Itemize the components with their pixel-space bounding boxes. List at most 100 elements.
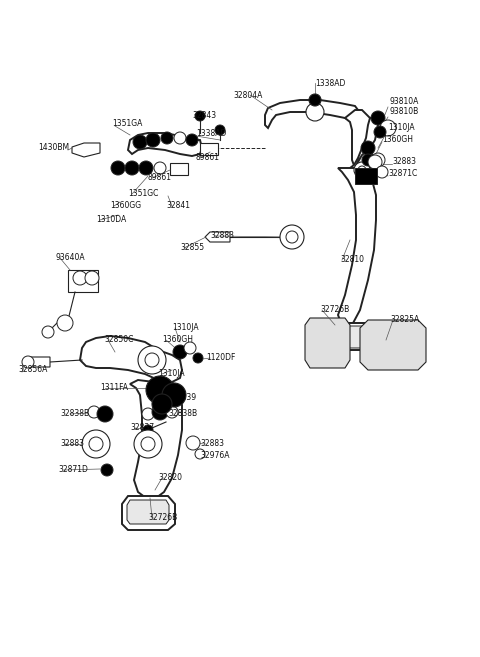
Bar [68,270,98,292]
Text: 1310JA: 1310JA [172,323,199,332]
Polygon shape [122,496,175,530]
Circle shape [361,141,375,155]
Text: 32855: 32855 [180,244,204,252]
Circle shape [22,356,34,368]
Text: 32856A: 32856A [18,365,48,374]
Circle shape [195,449,205,459]
Circle shape [101,464,113,476]
Circle shape [141,437,155,451]
Circle shape [42,326,54,338]
Text: 93640A: 93640A [56,254,85,263]
Text: 32883: 32883 [200,440,224,449]
Polygon shape [128,133,202,156]
Circle shape [354,162,370,178]
Circle shape [97,406,113,422]
Circle shape [146,133,160,147]
Text: 1310JA: 1310JA [158,369,185,378]
Circle shape [186,436,200,450]
Text: 32843: 32843 [192,112,216,120]
Circle shape [139,161,153,175]
Text: 32838B: 32838B [60,409,89,419]
Circle shape [125,161,139,175]
Polygon shape [130,380,182,498]
Polygon shape [330,326,370,348]
Circle shape [162,383,186,407]
Circle shape [152,404,168,420]
Circle shape [88,406,100,418]
Circle shape [143,425,153,435]
Bar [200,143,218,155]
Text: 1338AD: 1338AD [315,78,346,87]
Text: 32837: 32837 [130,424,154,432]
Circle shape [82,430,110,458]
Text: 32838B: 32838B [168,409,197,419]
Text: 32820: 32820 [158,474,182,482]
Text: 1360GH: 1360GH [162,336,193,344]
Circle shape [371,111,385,125]
Polygon shape [265,100,358,128]
Circle shape [154,162,166,174]
Circle shape [376,166,388,178]
Circle shape [85,271,99,285]
Circle shape [368,155,382,169]
Text: 1120DF: 1120DF [206,353,235,363]
Circle shape [166,406,178,418]
Circle shape [362,154,374,166]
Circle shape [380,120,396,136]
Text: 89861: 89861 [148,173,172,183]
Text: 32810: 32810 [340,256,364,265]
Text: 32839: 32839 [172,394,196,403]
Circle shape [186,134,198,146]
Circle shape [371,153,385,167]
Circle shape [142,408,154,420]
Text: 32850C: 32850C [104,336,133,344]
Bar [355,168,377,184]
Circle shape [309,94,321,106]
Text: 1310DA: 1310DA [96,215,126,225]
Circle shape [195,111,205,121]
Circle shape [152,394,172,414]
Polygon shape [80,336,182,382]
Polygon shape [345,110,372,172]
Text: 89861: 89861 [196,154,220,162]
Text: 32883: 32883 [392,158,416,166]
Circle shape [146,376,174,404]
Text: 93810A: 93810A [390,97,420,106]
Circle shape [174,132,186,144]
Bar [170,163,188,175]
Polygon shape [26,357,50,367]
Polygon shape [325,323,375,350]
Text: 1351GC: 1351GC [128,189,158,198]
Text: 1360GH: 1360GH [382,135,413,145]
Polygon shape [305,318,350,368]
Polygon shape [72,143,100,157]
Circle shape [73,271,87,285]
Circle shape [173,345,187,359]
Circle shape [286,231,298,243]
Polygon shape [127,500,169,524]
Polygon shape [350,118,378,168]
Circle shape [306,103,324,121]
Text: 32804A: 32804A [233,91,263,99]
Polygon shape [205,232,230,242]
Text: 1351GA: 1351GA [112,120,143,129]
Text: 32883: 32883 [210,231,234,240]
Circle shape [134,430,162,458]
Text: 32871D: 32871D [58,466,88,474]
Circle shape [193,353,203,363]
Circle shape [133,135,147,149]
Text: 93810B: 93810B [390,108,419,116]
Polygon shape [360,320,426,370]
Circle shape [138,346,166,374]
Text: 32976A: 32976A [200,451,229,461]
Text: 32841: 32841 [166,202,190,210]
Circle shape [280,225,304,249]
Text: 1310JA: 1310JA [388,124,415,133]
Circle shape [89,437,103,451]
Circle shape [374,126,386,138]
Text: 32726B: 32726B [320,306,349,315]
Text: 32726B: 32726B [148,514,177,522]
Text: 1360GG: 1360GG [110,202,141,210]
Text: 32825A: 32825A [390,315,419,325]
Circle shape [184,342,196,354]
